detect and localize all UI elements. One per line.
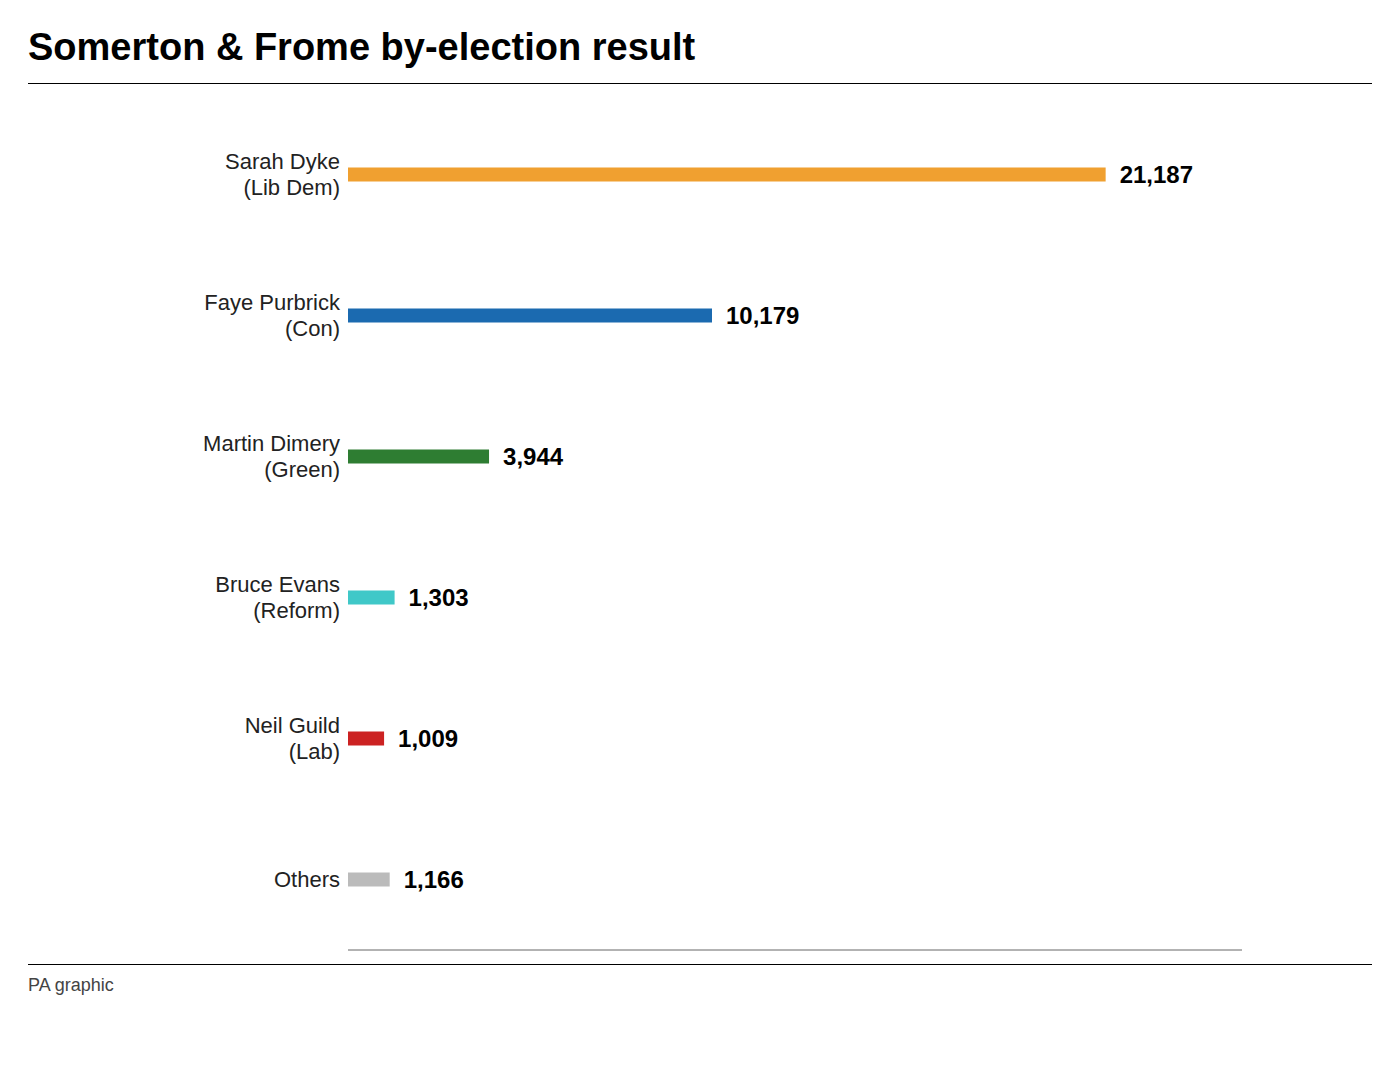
svg-text:21,187: 21,187: [1120, 161, 1193, 188]
svg-text:Others: Others: [274, 867, 340, 892]
svg-text:Sarah Dyke(Lib Dem): Sarah Dyke(Lib Dem): [225, 149, 340, 200]
svg-text:1,166: 1,166: [404, 866, 464, 893]
svg-text:Martin Dimery(Green): Martin Dimery(Green): [203, 431, 340, 482]
html-text:PA graphic: PA graphic: [28, 975, 114, 995]
svg-text:1,303: 1,303: [409, 584, 469, 611]
svg-text:3,944: 3,944: [503, 443, 564, 470]
html-text:Somerton & Frome by-election r: Somerton & Frome by-election result: [28, 26, 696, 68]
svg-text:10,179: 10,179: [726, 302, 799, 329]
svg-text:1,009: 1,009: [398, 725, 458, 752]
svg-text:Faye Purbrick(Con): Faye Purbrick(Con): [204, 290, 341, 341]
svg-text:Neil Guild(Lab): Neil Guild(Lab): [245, 713, 340, 764]
svg-text:Bruce Evans(Reform): Bruce Evans(Reform): [215, 572, 340, 623]
